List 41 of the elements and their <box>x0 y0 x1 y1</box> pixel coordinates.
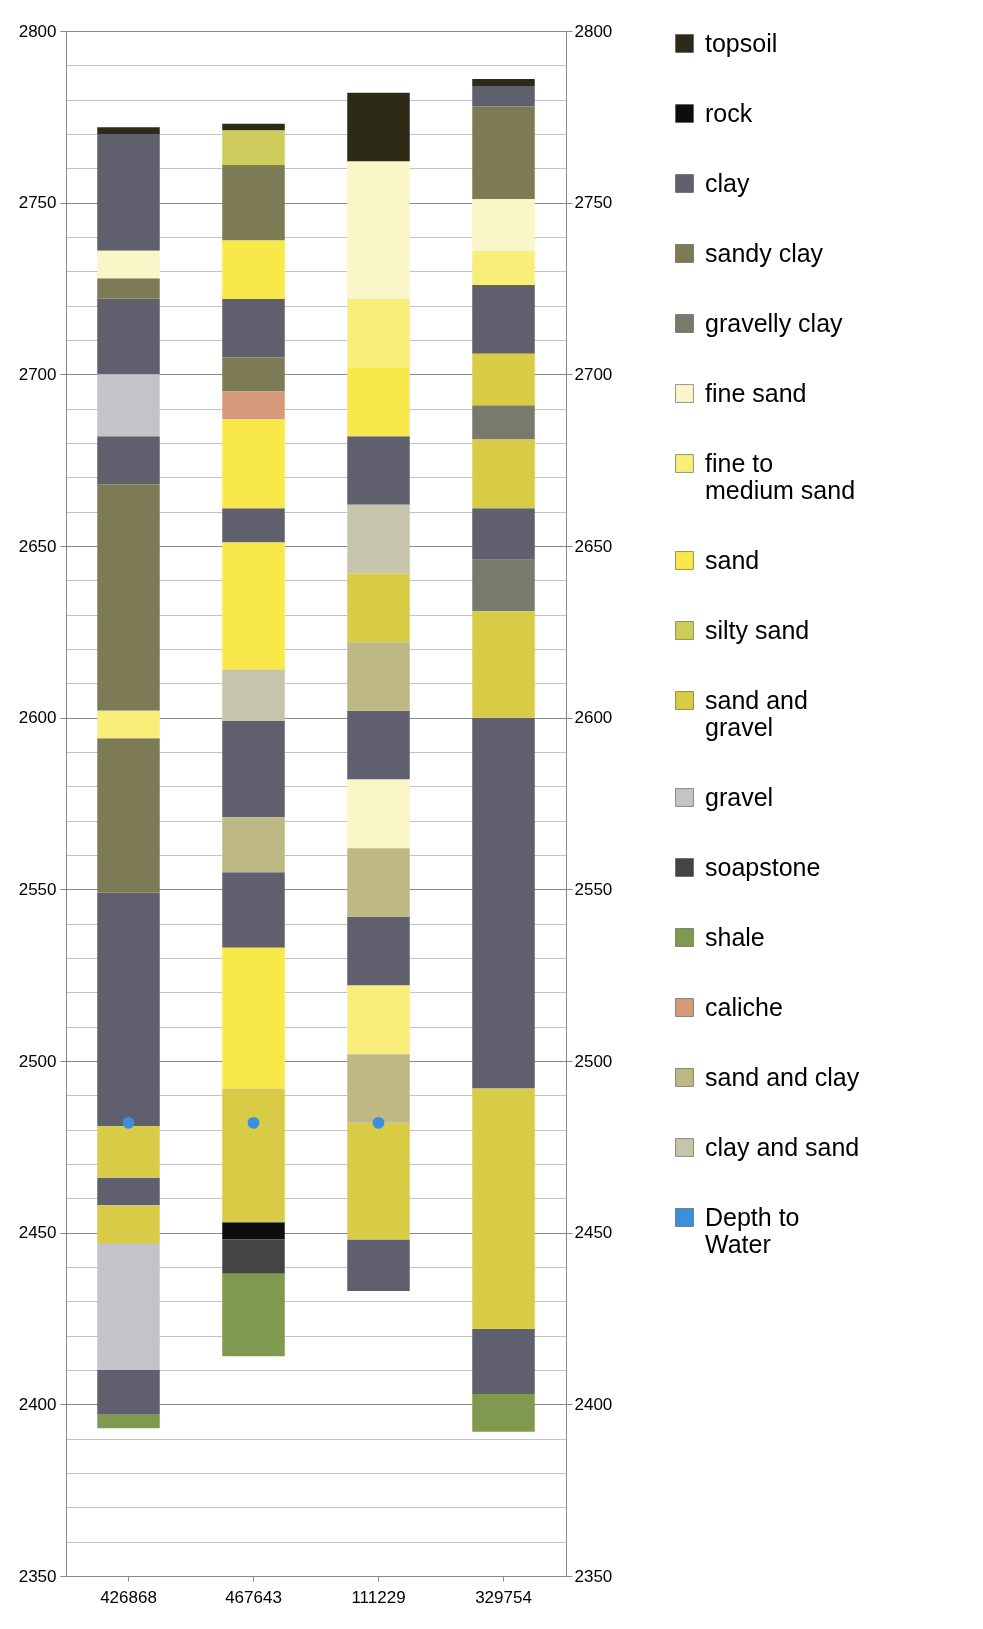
y-tick-label: 2750 <box>18 193 57 213</box>
y-tick-label: 2400 <box>18 1394 57 1414</box>
legend-label: sand <box>705 545 760 574</box>
legend-label: Depth to Water <box>705 1202 800 1258</box>
y2-tick-label: 2750 <box>574 193 613 213</box>
x-tick-label: 426868 <box>100 1587 157 1607</box>
legend-label: fine to medium sand <box>705 448 856 504</box>
legend-label: soapstone <box>705 852 821 881</box>
y2-tick-label: 2350 <box>574 1566 613 1586</box>
x-tick-label: 111229 <box>351 1587 406 1607</box>
legend-label: sandy clay <box>705 238 824 267</box>
y-tick-label: 2450 <box>18 1223 57 1243</box>
legend-label: shale <box>705 922 765 951</box>
y-tick-label: 2700 <box>18 364 57 384</box>
x-tick-label: 329754 <box>475 1587 532 1607</box>
y2-tick-label: 2500 <box>574 1051 613 1071</box>
legend-label: gravelly clay <box>705 308 844 337</box>
y-tick-label: 2600 <box>18 708 57 728</box>
legend-label: clay and sand <box>705 1132 860 1161</box>
x-tick-label: 467643 <box>225 1587 282 1607</box>
legend-label: topsoil <box>705 28 778 57</box>
y-tick-label: 2350 <box>18 1566 57 1586</box>
legend-label: fine sand <box>705 378 807 407</box>
y-tick-label: 2650 <box>18 536 57 556</box>
legend-label: caliche <box>705 992 783 1021</box>
y2-tick-label: 2550 <box>574 879 613 899</box>
legend-label: sand and clay <box>705 1062 860 1091</box>
y-tick-label: 2500 <box>18 1051 57 1071</box>
y2-tick-label: 2800 <box>574 21 613 41</box>
y2-tick-label: 2600 <box>574 708 613 728</box>
y2-tick-label: 2450 <box>574 1223 613 1243</box>
legend-label: rock <box>705 98 753 127</box>
y-tick-label: 2800 <box>18 21 57 41</box>
legend-label: gravel <box>705 782 774 811</box>
y2-tick-label: 2400 <box>574 1394 613 1414</box>
y2-tick-label: 2650 <box>574 536 613 556</box>
legend-label: clay <box>705 168 750 197</box>
y-tick-label: 2550 <box>18 879 57 899</box>
legend-label: sand and gravel <box>705 685 808 741</box>
legend-label: silty sand <box>705 615 810 644</box>
y2-tick-label: 2700 <box>574 364 613 384</box>
